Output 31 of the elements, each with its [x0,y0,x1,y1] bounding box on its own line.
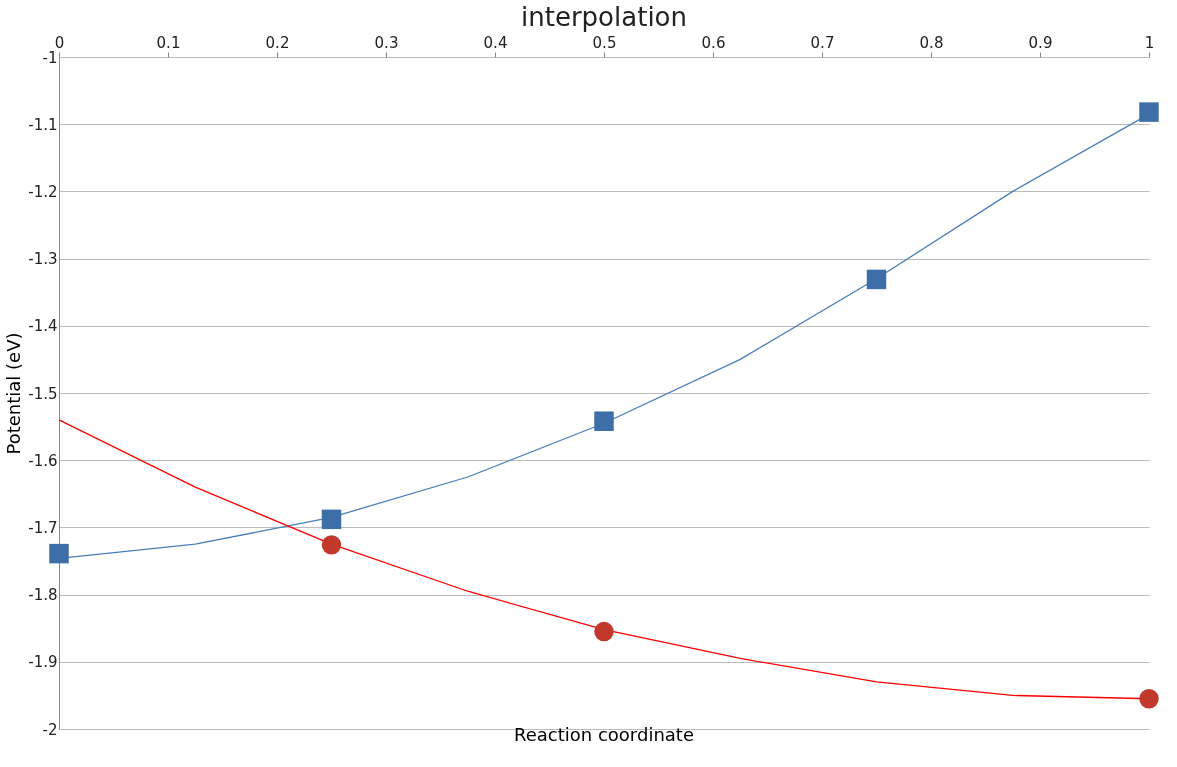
x-tick-label: 0.4 [483,33,508,52]
y-tick-label: -1.8 [28,586,58,605]
y-tick-label: -1.2 [28,182,58,201]
y-tick-label: -1.4 [28,317,58,336]
x-tick-label: 0.5 [592,33,617,52]
y-axis-title: Potential (eV) [3,332,25,455]
x-tick-label: 0.7 [810,33,835,52]
y-tick-label: -2 [42,720,58,739]
point [49,543,69,564]
x-tick-label: 0.3 [374,33,399,52]
point [866,269,887,290]
point [594,621,614,642]
y-tick-label: -1.9 [28,653,58,672]
x-tick-label: 0.9 [1028,33,1053,52]
x-tick-label: 0.1 [156,33,181,52]
point [594,411,614,431]
x-tick-label: 0.6 [701,33,726,52]
point [1139,102,1159,122]
y-tick-label: -1.7 [28,518,58,537]
y-tick-label: -1.1 [28,115,58,134]
x-tick-label: 0.2 [265,33,290,52]
x-axis-title: Reaction coordinate [514,724,694,745]
point [321,535,342,555]
y-tick-label: -1.5 [28,384,58,403]
chart-title: interpolation [521,2,687,32]
y-tick-label: -1.6 [28,451,58,470]
point [321,509,342,530]
x-tick-label: 0.8 [919,33,944,52]
y-tick-label: -1.3 [28,250,58,269]
point [1139,689,1159,709]
x-tick-label: 1 [1144,33,1155,52]
